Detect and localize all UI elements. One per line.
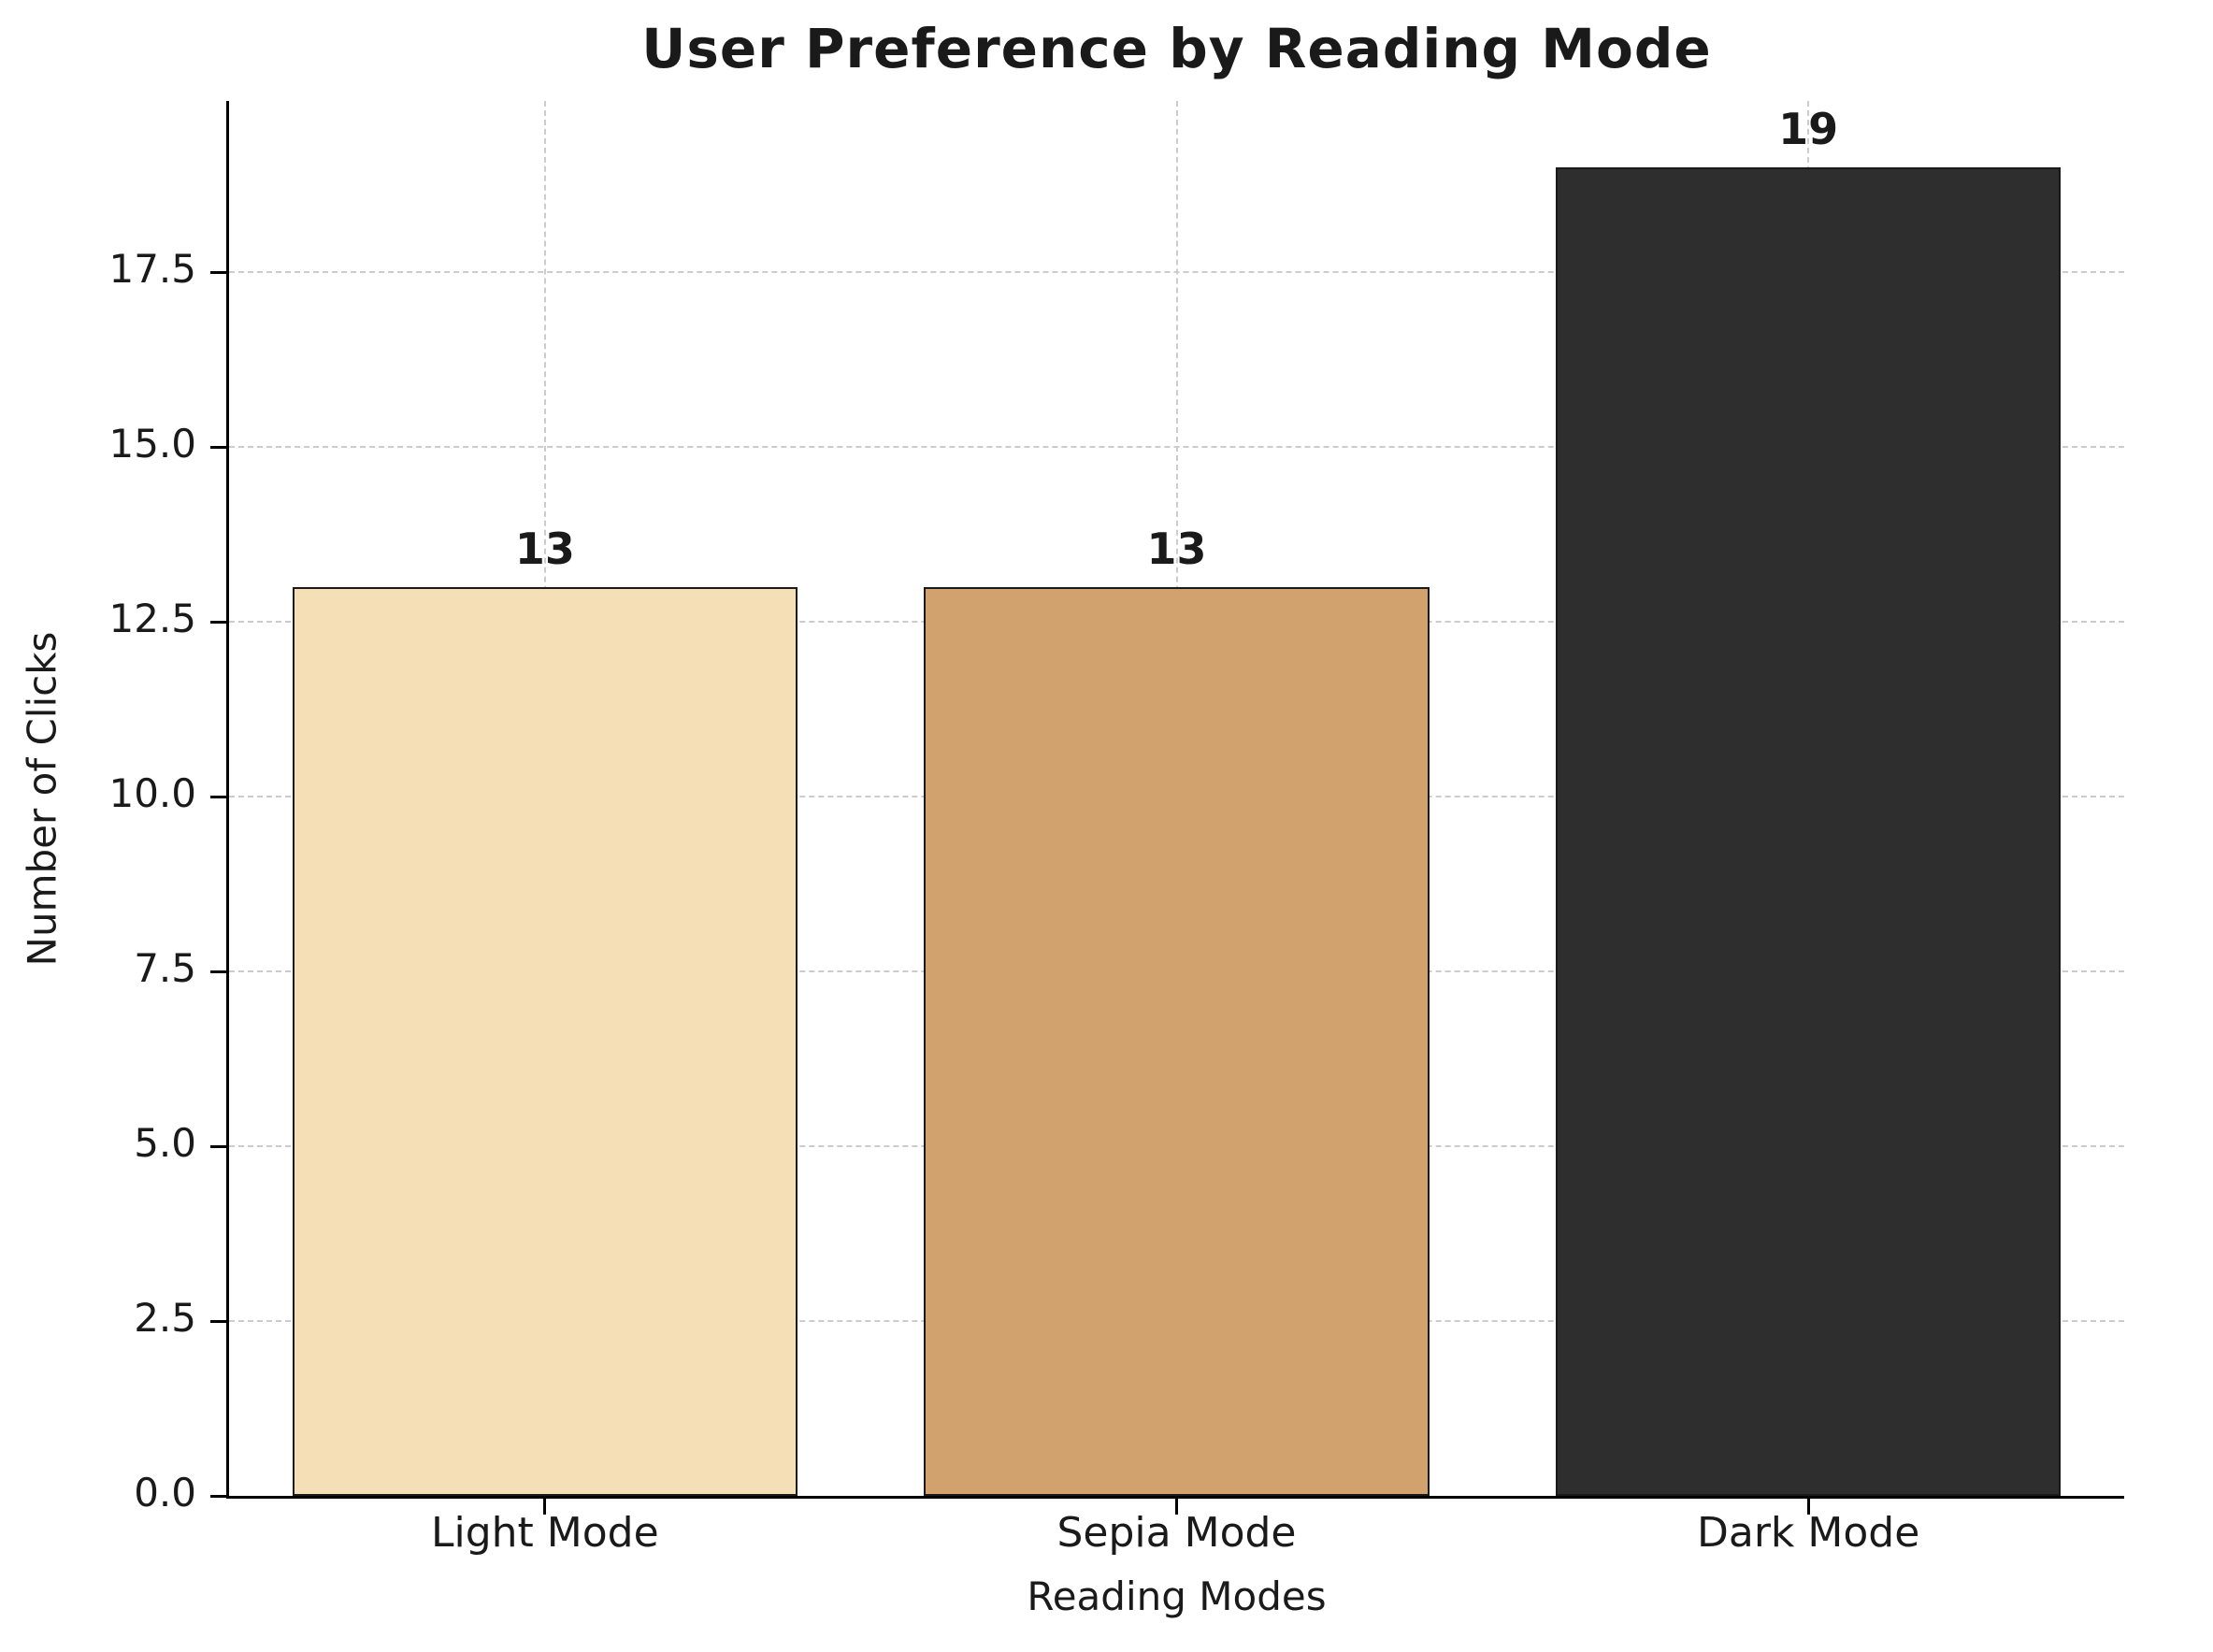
bar-light-mode xyxy=(292,586,798,1496)
y-tick-mark xyxy=(210,445,229,449)
y-tick-label: 10.0 xyxy=(108,770,196,817)
x-tick-label: Sepia Mode xyxy=(1056,1509,1297,1557)
y-tick-mark xyxy=(210,1319,229,1323)
y-tick-mark xyxy=(210,795,229,798)
y-tick-label: 7.5 xyxy=(134,945,196,992)
bar-value-label: 13 xyxy=(514,523,575,574)
y-tick-label: 17.5 xyxy=(108,246,196,293)
y-tick-mark xyxy=(210,270,229,274)
y-tick-mark xyxy=(210,970,229,973)
bar-sepia-mode xyxy=(924,586,1430,1496)
y-tick-label: 0.0 xyxy=(134,1470,196,1516)
x-axis-label: Reading Modes xyxy=(1027,1573,1327,1619)
x-tick-mark xyxy=(543,1496,547,1515)
y-tick-mark xyxy=(210,1494,229,1498)
y-tick-label: 15.0 xyxy=(108,421,196,467)
y-axis-spine xyxy=(226,101,229,1499)
chart-title: User Preference by Reading Mode xyxy=(641,17,1712,80)
x-tick-mark xyxy=(1175,1496,1178,1515)
bar-value-label: 19 xyxy=(1778,104,1839,155)
x-axis-spine xyxy=(226,1496,2124,1499)
x-tick-label: Dark Mode xyxy=(1697,1509,1920,1557)
y-tick-label: 5.0 xyxy=(134,1120,196,1167)
y-tick-mark xyxy=(210,1144,229,1148)
x-tick-mark xyxy=(1806,1496,1810,1515)
y-tick-mark xyxy=(210,620,229,624)
y-tick-label: 2.5 xyxy=(134,1295,196,1342)
y-tick-label: 12.5 xyxy=(108,596,196,642)
bar-value-label: 13 xyxy=(1146,523,1207,574)
x-tick-label: Light Mode xyxy=(430,1509,659,1557)
bar-dark-mode xyxy=(1555,167,2062,1496)
